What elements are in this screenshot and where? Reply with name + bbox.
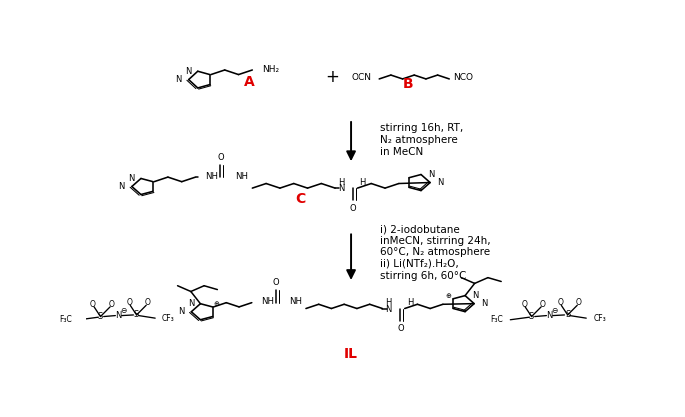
Text: O: O [539, 300, 545, 309]
Text: stirring 16h, RT,
N₂ atmosphere
in MeCN: stirring 16h, RT, N₂ atmosphere in MeCN [380, 123, 464, 156]
Text: N: N [481, 299, 488, 308]
Text: O: O [397, 324, 403, 333]
Text: A: A [244, 75, 255, 89]
Text: B: B [403, 77, 414, 91]
Text: IL: IL [344, 347, 358, 362]
Text: O: O [126, 298, 132, 307]
Text: N: N [185, 67, 191, 76]
Text: H: H [407, 298, 413, 307]
Text: N: N [178, 307, 184, 316]
Text: ⊕: ⊕ [446, 293, 451, 299]
Text: NH: NH [262, 297, 275, 306]
Text: ⊕: ⊕ [214, 301, 220, 306]
Text: N: N [547, 311, 553, 320]
Text: NH: NH [289, 297, 302, 306]
Text: N: N [175, 75, 182, 84]
Text: O: O [575, 298, 581, 307]
Text: NCO: NCO [453, 73, 473, 83]
Text: O: O [350, 203, 356, 213]
Text: C: C [295, 192, 306, 206]
Text: CF₃: CF₃ [162, 314, 175, 323]
Text: H: H [386, 298, 392, 307]
Text: NH₂: NH₂ [262, 65, 279, 73]
Text: +: + [325, 68, 340, 86]
Text: S: S [529, 312, 534, 321]
Text: S: S [565, 310, 571, 319]
Text: S: S [98, 312, 103, 321]
Text: N: N [428, 170, 434, 179]
Text: i) 2-iodobutane
inMeCN, stirring 24h,
60°C, N₂ atmosphere
ii) Li(NTf₂).H₂O,
stir: i) 2-iodobutane inMeCN, stirring 24h, 60… [380, 224, 491, 281]
Text: N: N [386, 305, 392, 314]
Text: O: O [217, 153, 224, 162]
Text: N: N [188, 299, 194, 308]
Text: O: O [108, 300, 114, 309]
Text: N: N [338, 184, 345, 193]
Text: N: N [472, 291, 478, 300]
Text: O: O [521, 300, 527, 309]
Text: F₃C: F₃C [490, 315, 503, 324]
Text: H: H [338, 178, 345, 187]
Text: N: N [119, 182, 125, 191]
Text: NH: NH [235, 172, 248, 181]
Text: S: S [134, 310, 139, 319]
Text: CF₃: CF₃ [593, 314, 606, 323]
Text: ⊖: ⊖ [551, 306, 558, 315]
Text: O: O [145, 298, 150, 307]
Text: F₃C: F₃C [60, 315, 73, 324]
Text: N: N [437, 178, 443, 187]
Text: NH: NH [206, 172, 219, 181]
Text: O: O [558, 298, 563, 307]
Text: O: O [273, 278, 279, 287]
Text: ⊖: ⊖ [121, 306, 127, 315]
Text: N: N [128, 174, 134, 183]
Text: OCN: OCN [351, 73, 371, 82]
Text: N: N [115, 311, 122, 320]
Text: O: O [90, 300, 96, 309]
Text: H: H [360, 178, 366, 187]
